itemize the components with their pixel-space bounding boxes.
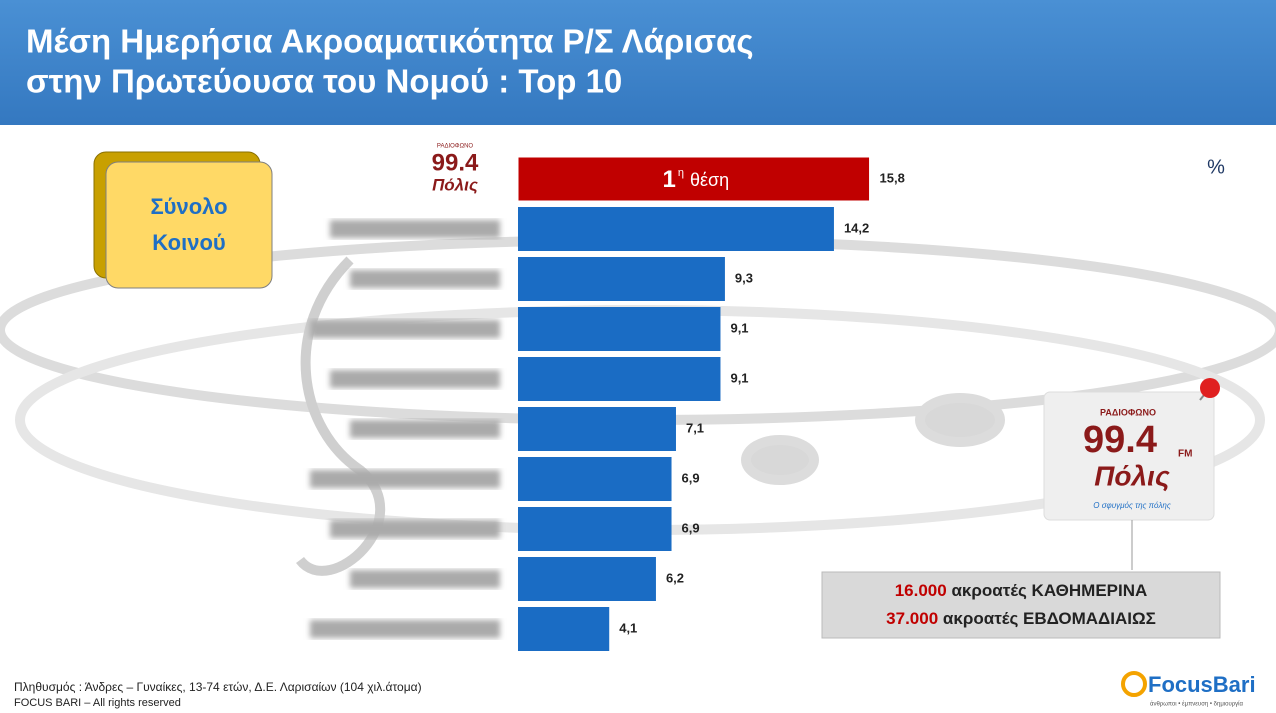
bar bbox=[518, 257, 725, 301]
annotation-part: 1 bbox=[662, 166, 675, 193]
bar bbox=[517, 156, 871, 202]
title-line: στην Πρωτεύουσα του Νομού : Top 10 bbox=[26, 63, 622, 100]
annotation-part: η bbox=[678, 167, 684, 179]
value-label: 9,1 bbox=[730, 370, 748, 385]
bar-annotation: 1 η θέση bbox=[662, 166, 729, 193]
category-label-blurred bbox=[330, 370, 500, 388]
bar bbox=[518, 207, 834, 251]
category-label-blurred bbox=[310, 470, 500, 488]
callout-number: 16.000 bbox=[895, 581, 947, 600]
segment-label: Κοινού bbox=[152, 230, 225, 255]
category-label-blurred bbox=[350, 570, 500, 588]
callout-text: ακροατές ΕΒΔΟΜΑΔΙΑΙΩΣ bbox=[943, 609, 1156, 628]
big-logo-card bbox=[1043, 391, 1215, 521]
logo-tagline: Ο σφυγμός της πόλης bbox=[1093, 501, 1171, 510]
segment-box bbox=[105, 161, 273, 289]
unit-label: % bbox=[1207, 156, 1225, 178]
callout-line: 37.000 ακροατές ΕΒΔΟΜΑΔΙΑΙΩΣ bbox=[886, 609, 1156, 628]
title-line: Μέση Ημερήσια Ακροαματικότητα Ρ/Σ Λάρισα… bbox=[26, 23, 754, 60]
bar bbox=[518, 607, 610, 651]
segment-label: Σύνολο bbox=[150, 194, 227, 219]
brand-tagline: άνθρωποι • έμπνευση • δημιουργία bbox=[1150, 701, 1244, 708]
logo-freq: 99.4 bbox=[1083, 419, 1157, 461]
bar bbox=[518, 457, 672, 501]
category-label-blurred bbox=[330, 520, 500, 538]
category-label-blurred bbox=[330, 220, 500, 238]
brand-name: FocusBari bbox=[1148, 672, 1256, 697]
value-label: 6,9 bbox=[682, 470, 700, 485]
small-logo: ΡΑΔΙΟΦΩΝΟ 99.4 Πόλις bbox=[432, 144, 479, 195]
category-label-blurred bbox=[310, 320, 500, 338]
bar bbox=[518, 507, 672, 551]
value-label: 14,2 bbox=[844, 220, 869, 235]
logo-fm: FM bbox=[1178, 449, 1192, 460]
callout-line: 16.000 ακροατές ΚΑΘΗΜΕΡΙΝΑ bbox=[895, 581, 1148, 600]
bar bbox=[518, 307, 721, 351]
value-label: 6,9 bbox=[682, 520, 700, 535]
category-label-blurred bbox=[350, 270, 500, 288]
brand-icon bbox=[1121, 671, 1147, 697]
callout-text: ακροατές ΚΑΘΗΜΕΡΙΝΑ bbox=[951, 581, 1147, 600]
bar bbox=[518, 357, 721, 401]
footer-note: FOCUS BARI – All rights reserved bbox=[14, 697, 181, 709]
logo-name: Πόλις bbox=[432, 175, 478, 194]
value-label: 9,3 bbox=[735, 270, 753, 285]
value-label: 7,1 bbox=[686, 420, 704, 435]
logo-top: ΡΑΔΙΟΦΩΝΟ bbox=[437, 144, 474, 150]
header bbox=[0, 0, 1276, 125]
value-label: 4,1 bbox=[619, 620, 637, 635]
logo-top: ΡΑΔΙΟΦΩΝΟ bbox=[1100, 407, 1156, 417]
footer-note: Πληθυσμός : Άνδρες – Γυναίκες, 13-74 ετώ… bbox=[14, 680, 422, 694]
value-label: 15,8 bbox=[880, 170, 905, 185]
logo-freq: 99.4 bbox=[432, 149, 479, 176]
pin bbox=[1200, 378, 1220, 398]
category-label-blurred bbox=[350, 420, 500, 438]
annotation-part: θέση bbox=[690, 170, 729, 190]
logo-name: Πόλις bbox=[1094, 460, 1170, 491]
callout-number: 37.000 bbox=[886, 609, 938, 628]
value-label: 9,1 bbox=[730, 320, 748, 335]
bar bbox=[518, 557, 656, 601]
bar bbox=[518, 407, 676, 451]
callout-box bbox=[821, 571, 1221, 639]
value-label: 6,2 bbox=[666, 570, 684, 585]
category-label-blurred bbox=[310, 620, 500, 638]
